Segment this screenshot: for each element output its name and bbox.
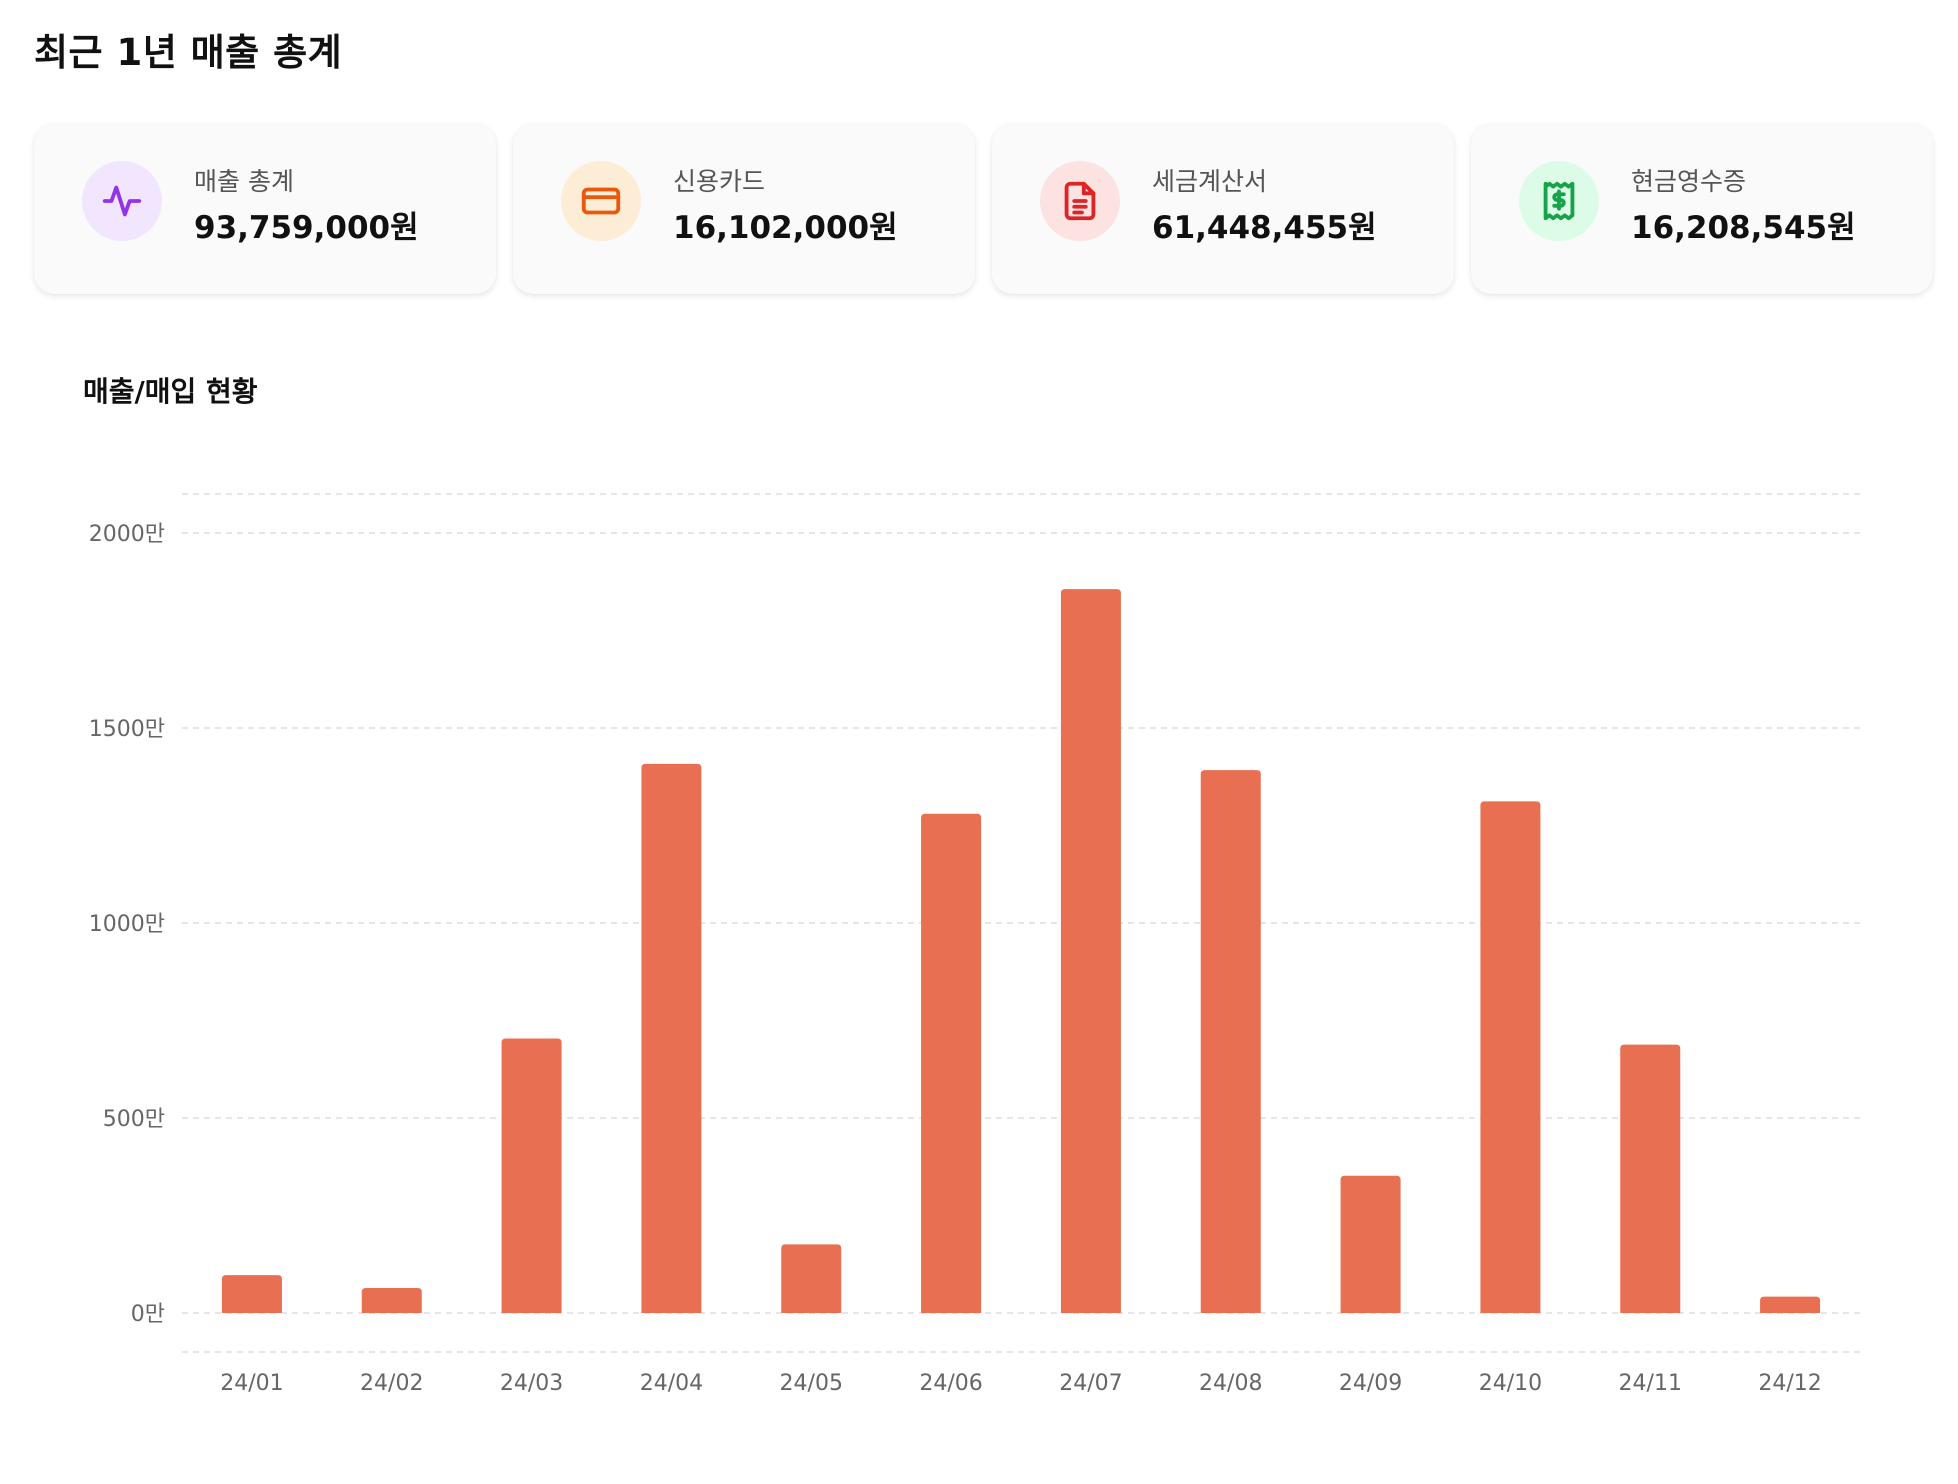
bar-24-06[interactable] (921, 813, 982, 1313)
credit-card-icon-badge (561, 161, 641, 241)
x-tick-label: 24/11 (1619, 1371, 1682, 1396)
bar-24-12[interactable] (1760, 1296, 1821, 1313)
x-tick-label: 24/04 (640, 1371, 703, 1396)
bar-24-07[interactable] (1060, 589, 1121, 1313)
x-tick-label: 24/02 (360, 1371, 423, 1396)
bar-24-03[interactable] (501, 1038, 562, 1313)
x-tick-label: 24/05 (780, 1371, 843, 1396)
card-label: 신용카드 (673, 167, 766, 196)
summary-card-cash-receipt: 현금영수증 16,208,545원 (1471, 124, 1933, 294)
card-value: 93,759,000원 (194, 210, 419, 246)
x-tick-label: 24/01 (220, 1371, 283, 1396)
y-tick-label: 1500만 (89, 717, 165, 742)
x-tick-label: 24/06 (919, 1371, 982, 1396)
card-label: 현금영수증 (1631, 167, 1747, 196)
receipt-icon (1543, 181, 1575, 221)
summary-card-credit-card: 신용카드 16,102,000원 (513, 124, 975, 294)
y-tick-label: 0만 (131, 1302, 165, 1327)
bar-24-02[interactable] (361, 1288, 422, 1313)
cash-receipt-icon-badge (1519, 161, 1599, 241)
page-title: 최근 1년 매출 총계 (34, 31, 343, 74)
tax-invoice-icon-badge (1040, 161, 1120, 241)
card-value: 61,448,455원 (1152, 210, 1377, 246)
bar-24-10[interactable] (1480, 801, 1541, 1313)
card-label: 세금계산서 (1152, 167, 1268, 196)
x-tick-label: 24/10 (1479, 1371, 1542, 1396)
card-label: 매출 총계 (194, 167, 294, 196)
chart-grid (182, 493, 1860, 1353)
y-tick-label: 500만 (103, 1107, 165, 1132)
activity-pulse-icon (102, 185, 142, 217)
x-axis-ticks: 24/01 24/02 24/03 24/04 24/05 24/06 24/07 24/08… (220, 1371, 1822, 1396)
summary-card-total-sales: 매출 총계 93,759,000원 (34, 124, 496, 294)
card-value: 16,208,545원 (1631, 210, 1856, 246)
bar-24-01[interactable] (221, 1275, 282, 1313)
y-tick-label: 1000만 (89, 912, 165, 937)
summary-cards: 매출 총계 93,759,000원 신용카드 16,102,000원 세금계산서… (34, 124, 1933, 294)
bar-24-09[interactable] (1340, 1175, 1401, 1313)
y-tick-label: 2000만 (89, 522, 165, 547)
card-value: 16,102,000원 (673, 210, 898, 246)
x-tick-label: 24/03 (500, 1371, 563, 1396)
summary-card-tax-invoice: 세금계산서 61,448,455원 (992, 124, 1454, 294)
x-tick-label: 24/08 (1199, 1371, 1262, 1396)
chart-title: 매출/매입 현황 (83, 375, 258, 408)
bar-24-08[interactable] (1200, 770, 1261, 1313)
x-tick-label: 24/12 (1758, 1371, 1821, 1396)
bar-24-05[interactable] (781, 1244, 842, 1313)
x-tick-label: 24/09 (1339, 1371, 1402, 1396)
y-axis-ticks: 0만 500만 1000만 1500만 2000만 (89, 522, 165, 1327)
chart-bars (221, 589, 1821, 1313)
bar-24-11[interactable] (1620, 1044, 1681, 1313)
credit-card-icon (581, 187, 621, 215)
document-icon (1064, 181, 1096, 221)
bar-24-04[interactable] (641, 763, 702, 1313)
total-sales-icon-badge (82, 161, 162, 241)
x-tick-label: 24/07 (1059, 1371, 1122, 1396)
